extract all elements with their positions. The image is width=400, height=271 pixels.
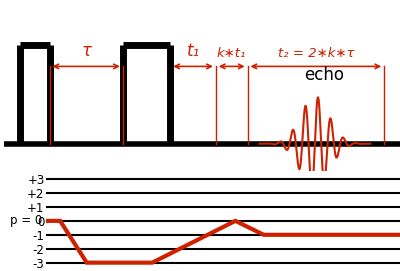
Text: t₂ = 2∗k∗τ: t₂ = 2∗k∗τ bbox=[278, 47, 354, 60]
Text: τ: τ bbox=[81, 43, 91, 60]
Text: t₁: t₁ bbox=[186, 43, 200, 60]
Text: p = 0: p = 0 bbox=[10, 214, 42, 227]
Text: echo: echo bbox=[304, 66, 344, 84]
Text: k∗t₁: k∗t₁ bbox=[217, 47, 246, 60]
